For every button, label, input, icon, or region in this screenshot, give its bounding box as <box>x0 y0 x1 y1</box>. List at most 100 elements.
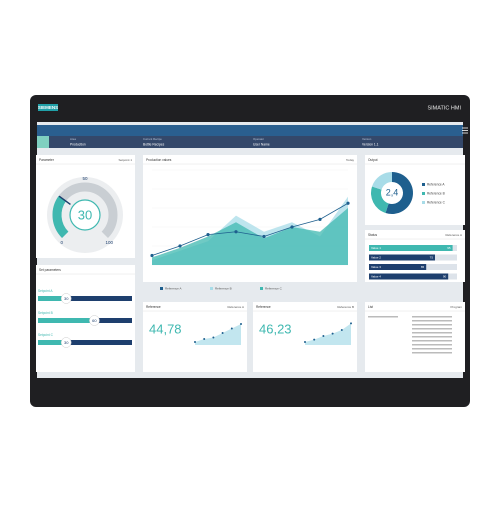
bar-value: 75 <box>430 255 434 259</box>
slider-track <box>38 296 132 301</box>
line <box>151 202 349 256</box>
legend-swatch <box>260 287 263 290</box>
bar <box>369 245 453 251</box>
header-label: Version <box>362 137 372 141</box>
pie-center-value: 2,4 <box>386 187 399 197</box>
header-value: Bottle Recipes <box>143 142 165 146</box>
slider-thumb[interactable] <box>89 315 100 326</box>
slider-label: Setpoint B <box>38 311 53 315</box>
bar <box>369 273 449 280</box>
trend-area <box>305 323 351 345</box>
brand: SIEMENS <box>38 105 58 110</box>
point <box>290 225 294 229</box>
legend-label: Reference C <box>427 201 446 205</box>
legend-label: Reference B <box>427 192 445 196</box>
bar-value: 90 <box>443 274 447 278</box>
trend-point <box>194 341 196 343</box>
gauge-tick-label: 0 <box>61 240 64 245</box>
menu-icon[interactable] <box>462 127 468 134</box>
bar-value: 65 <box>421 265 425 269</box>
slider-fill <box>38 340 67 345</box>
list-row <box>412 332 452 334</box>
slider-fill <box>38 318 95 323</box>
panel-menu: Reference A <box>227 305 244 309</box>
legend-swatch <box>422 192 425 195</box>
slider-thumb[interactable] <box>60 293 72 304</box>
bar-label: Value 2 <box>371 255 381 259</box>
trend-point <box>340 329 343 331</box>
slider-track <box>38 340 132 345</box>
bar <box>369 264 427 270</box>
slider-label: Setpoint C <box>38 333 54 337</box>
panel-title: Parameter <box>39 158 55 162</box>
header-value: Production <box>70 142 86 146</box>
list-row <box>412 316 452 318</box>
trend-point <box>322 335 325 337</box>
panel-title: Status <box>368 233 377 237</box>
list-row <box>412 344 452 346</box>
brand-badge <box>38 104 58 111</box>
header-value: Version 1.1 <box>362 142 379 146</box>
gauge-tick-label: 50 <box>82 176 88 181</box>
panel-menu: Program <box>450 305 462 309</box>
slider-value: 30 <box>64 296 69 301</box>
bar-label: Value 1 <box>371 246 381 250</box>
bar-label: Value 3 <box>371 265 381 269</box>
panel-menu: Reference A <box>445 233 462 237</box>
trend-point <box>313 338 316 341</box>
slider-value: 60 <box>92 318 97 323</box>
trend-point <box>230 327 233 330</box>
point <box>346 201 350 205</box>
list-row <box>412 340 452 342</box>
point <box>234 230 238 234</box>
slider-label: Setpoint A <box>38 289 53 293</box>
slider-value: 30 <box>64 340 69 345</box>
big-value: 46,23 <box>259 321 292 336</box>
trend-point <box>304 341 306 343</box>
trend-point <box>221 332 224 334</box>
gauge-tick-label: 100 <box>105 240 113 245</box>
header-label: Area <box>70 137 76 141</box>
gauge-value: 30 <box>78 207 92 222</box>
pie-slice <box>371 186 389 213</box>
header-value: User Name <box>253 142 270 146</box>
legend-label: Reference A <box>165 286 182 290</box>
list-row <box>412 348 452 350</box>
panel-title: Reference <box>256 305 271 309</box>
list-row <box>412 336 452 338</box>
gauge-center <box>69 199 101 231</box>
header-label: Current Recipe <box>143 137 162 141</box>
slider-fill <box>38 296 67 301</box>
big-value: 44,78 <box>149 321 182 336</box>
list-row <box>412 324 452 326</box>
panel-title: Production values <box>146 158 172 162</box>
trend-point <box>331 332 334 335</box>
trend-point <box>240 323 242 325</box>
legend-label: Reference B <box>215 286 232 290</box>
trend-point <box>350 322 352 325</box>
point <box>150 253 154 258</box>
bar-label: Value 4 <box>371 274 381 278</box>
pie-slice <box>385 172 414 214</box>
legend-swatch <box>210 287 213 290</box>
top-bar <box>37 125 463 136</box>
panel-menu: Reference B <box>337 305 354 309</box>
list-row <box>368 316 398 318</box>
trend-point <box>203 338 206 340</box>
point <box>178 244 182 248</box>
panel-title: Reference <box>146 305 161 309</box>
trend-point <box>212 336 215 339</box>
header-label: Operator <box>253 137 264 141</box>
slider-thumb[interactable] <box>60 337 72 348</box>
gauge-arc <box>52 195 69 238</box>
panel-menu: Setpoint 1 <box>118 158 132 162</box>
point <box>262 234 266 239</box>
legend-swatch <box>160 287 163 290</box>
list-row <box>412 320 452 322</box>
pie-slice <box>372 172 392 190</box>
panel-title: Set parameters <box>39 268 61 272</box>
legend-label: Reference A <box>427 183 445 187</box>
legend-label: Reference C <box>265 286 283 290</box>
info-bar <box>37 136 463 148</box>
